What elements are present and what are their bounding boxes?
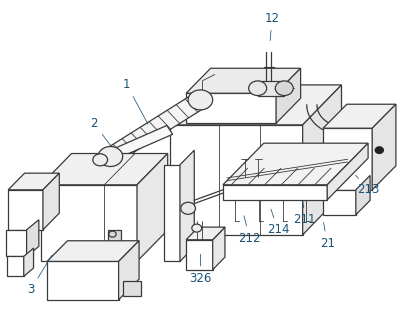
Polygon shape bbox=[170, 85, 342, 125]
Polygon shape bbox=[108, 230, 121, 241]
Bar bbox=[94, 235, 101, 241]
Text: 21: 21 bbox=[320, 222, 335, 250]
Polygon shape bbox=[7, 256, 24, 276]
Text: 3: 3 bbox=[27, 255, 52, 296]
Polygon shape bbox=[186, 240, 213, 270]
Text: 212: 212 bbox=[238, 216, 261, 245]
Circle shape bbox=[275, 81, 293, 96]
Circle shape bbox=[181, 202, 196, 214]
Polygon shape bbox=[258, 81, 284, 96]
Polygon shape bbox=[186, 68, 301, 93]
Polygon shape bbox=[372, 104, 396, 190]
Text: 12: 12 bbox=[265, 12, 279, 41]
Circle shape bbox=[249, 81, 267, 96]
Polygon shape bbox=[137, 154, 168, 261]
Polygon shape bbox=[24, 248, 34, 276]
Polygon shape bbox=[186, 227, 225, 240]
Polygon shape bbox=[323, 128, 372, 190]
Bar bbox=[76, 235, 83, 241]
Text: 213: 213 bbox=[355, 175, 379, 196]
Polygon shape bbox=[6, 230, 27, 256]
Polygon shape bbox=[327, 143, 368, 200]
Polygon shape bbox=[356, 175, 370, 215]
Bar bbox=[132, 284, 137, 289]
Polygon shape bbox=[8, 190, 43, 230]
Polygon shape bbox=[87, 126, 173, 169]
Polygon shape bbox=[27, 220, 39, 256]
Bar bbox=[132, 290, 137, 295]
Circle shape bbox=[93, 154, 108, 166]
Polygon shape bbox=[104, 93, 207, 163]
Bar bbox=[79, 285, 87, 291]
Bar bbox=[85, 228, 92, 234]
Text: 2: 2 bbox=[90, 117, 111, 146]
Polygon shape bbox=[323, 190, 356, 215]
Polygon shape bbox=[123, 281, 141, 296]
Text: 1: 1 bbox=[123, 78, 148, 124]
Bar bbox=[61, 278, 69, 284]
Polygon shape bbox=[164, 165, 180, 261]
Polygon shape bbox=[8, 173, 59, 190]
Bar bbox=[94, 228, 101, 234]
Bar bbox=[61, 285, 69, 291]
Bar bbox=[125, 290, 130, 295]
Circle shape bbox=[192, 224, 202, 232]
Polygon shape bbox=[180, 150, 194, 261]
Polygon shape bbox=[303, 85, 342, 235]
Circle shape bbox=[98, 147, 123, 166]
Polygon shape bbox=[213, 227, 225, 270]
Polygon shape bbox=[170, 125, 303, 235]
Polygon shape bbox=[223, 185, 327, 200]
Polygon shape bbox=[119, 241, 139, 300]
Polygon shape bbox=[323, 104, 396, 128]
Circle shape bbox=[375, 147, 383, 154]
Polygon shape bbox=[47, 261, 119, 300]
Text: 326: 326 bbox=[189, 254, 211, 285]
Bar bbox=[70, 278, 78, 284]
Text: 211: 211 bbox=[293, 202, 316, 226]
Polygon shape bbox=[41, 154, 168, 185]
Bar bbox=[79, 278, 87, 284]
Polygon shape bbox=[276, 68, 301, 123]
Circle shape bbox=[188, 90, 213, 110]
Bar bbox=[70, 285, 78, 291]
Polygon shape bbox=[43, 173, 59, 230]
Bar bbox=[125, 284, 130, 289]
Bar bbox=[76, 228, 83, 234]
Polygon shape bbox=[47, 241, 139, 261]
Polygon shape bbox=[41, 185, 137, 261]
Text: 214: 214 bbox=[267, 209, 290, 236]
Polygon shape bbox=[186, 93, 276, 123]
Bar bbox=[85, 235, 92, 241]
Polygon shape bbox=[223, 143, 368, 185]
